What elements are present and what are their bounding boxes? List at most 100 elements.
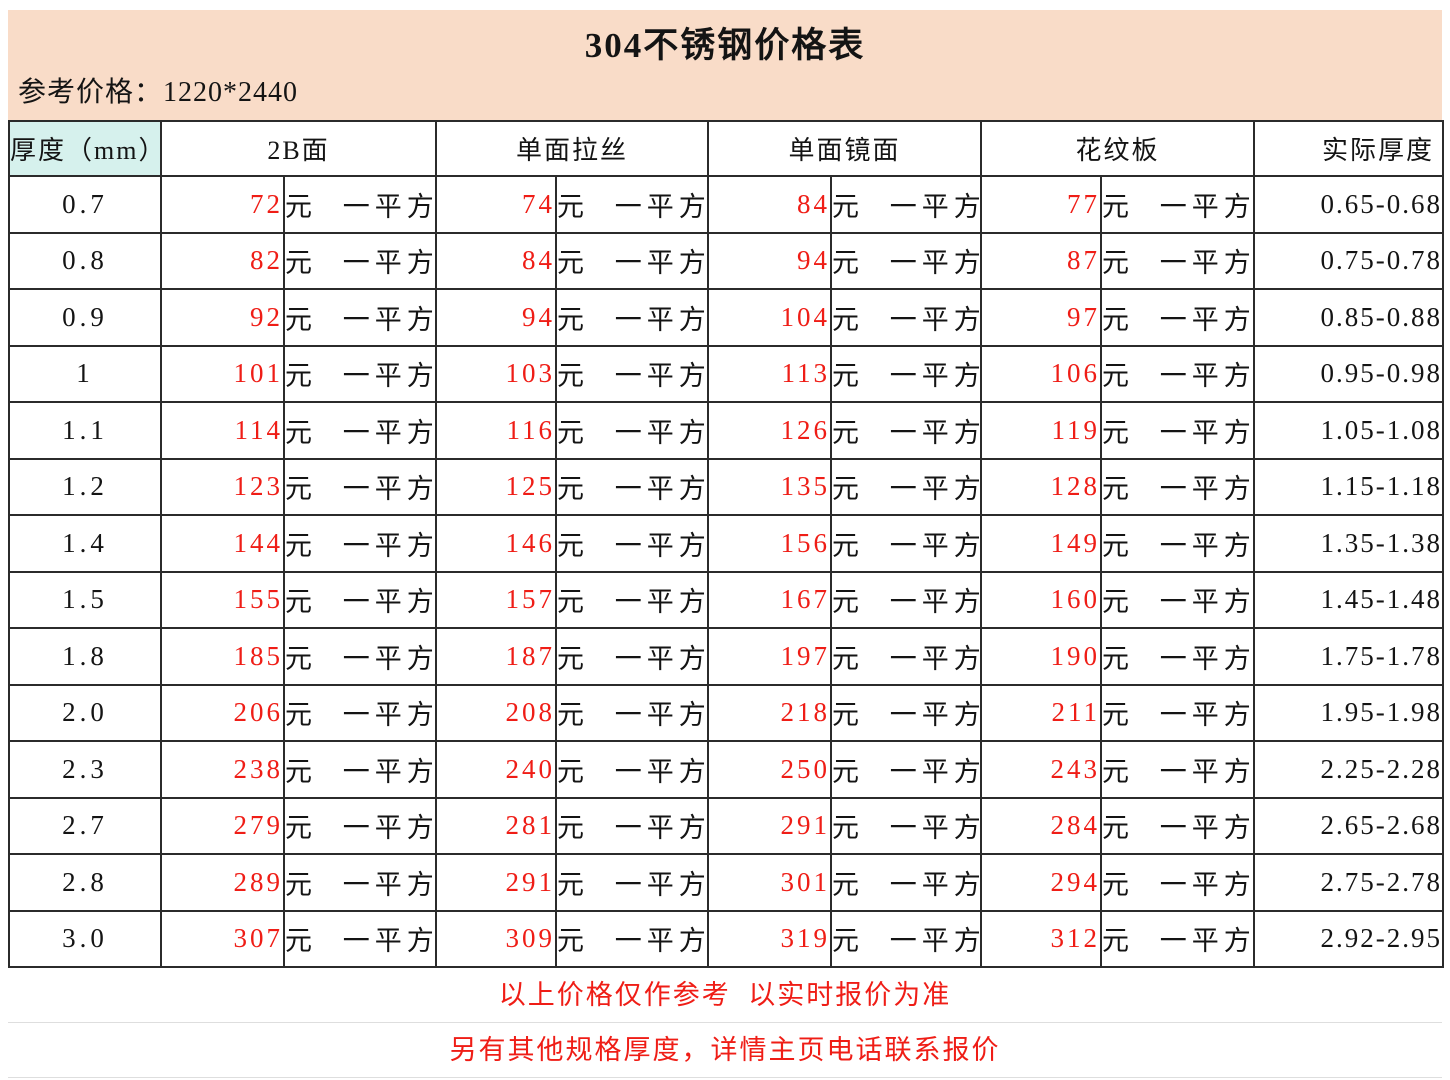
price-unit-label: 元 一平方 xyxy=(1100,514,1256,573)
price-unit-label: 元 一平方 xyxy=(1100,570,1256,629)
actual-thickness-cell: 1.95-1.98 xyxy=(1253,683,1445,742)
price-unit-label: 元 一平方 xyxy=(1100,344,1256,403)
footer-note-reference: 以上价格仅作参考 以实时报价为准 xyxy=(8,968,1442,1023)
price-unit-label: 元 一平方 xyxy=(830,740,983,799)
price-value: 167 xyxy=(707,570,833,629)
price-value: 309 xyxy=(435,909,557,968)
price-unit-label: 元 一平方 xyxy=(830,570,983,629)
price-unit-label: 元 一平方 xyxy=(830,288,983,347)
price-value: 84 xyxy=(435,231,557,290)
price-value: 307 xyxy=(160,909,285,968)
thickness-cell: 3.0 xyxy=(8,909,162,968)
price-unit-label: 元 一平方 xyxy=(554,231,710,290)
thickness-cell: 2.0 xyxy=(8,683,162,742)
price-value: 250 xyxy=(707,740,833,799)
price-value: 155 xyxy=(160,570,285,629)
price-unit-label: 元 一平方 xyxy=(554,570,710,629)
price-value: 82 xyxy=(160,231,285,290)
price-table: 厚度（mm） 2B面 单面拉丝 单面镜面 花纹板 实际厚度 0.7 72 元 一平方… xyxy=(8,120,1445,968)
price-value: 104 xyxy=(707,288,833,347)
price-unit-label: 元 一平方 xyxy=(283,344,437,403)
price-unit-label: 元 一平方 xyxy=(283,796,437,855)
price-value: 114 xyxy=(160,401,285,460)
price-value: 106 xyxy=(980,344,1103,403)
price-value: 238 xyxy=(160,740,285,799)
price-value: 128 xyxy=(980,457,1103,516)
price-value: 74 xyxy=(435,175,557,234)
col-header-patterned: 花纹板 xyxy=(980,120,1256,177)
price-value: 312 xyxy=(980,909,1103,968)
price-unit-label: 元 一平方 xyxy=(1100,457,1256,516)
price-unit-label: 元 一平方 xyxy=(830,344,983,403)
actual-thickness-cell: 0.85-0.88 xyxy=(1253,288,1445,347)
table-row: 1.1 114 元 一平方 116 元 一平方 126 元 一平方 119 元 一平方 1.05-… xyxy=(8,401,1445,460)
price-unit-label: 元 一平方 xyxy=(283,627,437,686)
price-value: 94 xyxy=(435,288,557,347)
price-value: 149 xyxy=(980,514,1103,573)
table-row: 2.8 289 元 一平方 291 元 一平方 301 元 一平方 294 元 一平方 2.75-… xyxy=(8,853,1445,912)
table-row: 3.0 307 元 一平方 309 元 一平方 319 元 一平方 312 元 一平方 2.92-… xyxy=(8,909,1445,968)
price-value: 97 xyxy=(980,288,1103,347)
actual-thickness-cell: 1.45-1.48 xyxy=(1253,570,1445,629)
price-value: 291 xyxy=(707,796,833,855)
actual-thickness-cell: 0.95-0.98 xyxy=(1253,344,1445,403)
actual-thickness-cell: 0.65-0.68 xyxy=(1253,175,1445,234)
price-value: 144 xyxy=(160,514,285,573)
header-banner: 304不锈钢价格表 参考价格：1220*2440 xyxy=(8,10,1442,120)
thickness-cell: 0.9 xyxy=(8,288,162,347)
price-value: 294 xyxy=(980,853,1103,912)
col-header-2b: 2B面 xyxy=(160,120,437,177)
price-value: 103 xyxy=(435,344,557,403)
reference-price-note: 参考价格：1220*2440 xyxy=(18,77,299,108)
table-row: 1.4 144 元 一平方 146 元 一平方 156 元 一平方 149 元 一平方 1.35-… xyxy=(8,514,1445,573)
price-unit-label: 元 一平方 xyxy=(554,457,710,516)
price-unit-label: 元 一平方 xyxy=(554,909,710,968)
price-unit-label: 元 一平方 xyxy=(554,514,710,573)
price-value: 123 xyxy=(160,457,285,516)
price-unit-label: 元 一平方 xyxy=(554,175,710,234)
thickness-cell: 1.4 xyxy=(8,514,162,573)
price-unit-label: 元 一平方 xyxy=(283,740,437,799)
price-value: 185 xyxy=(160,627,285,686)
page-title: 304不锈钢价格表 xyxy=(584,26,866,65)
price-unit-label: 元 一平方 xyxy=(1100,627,1256,686)
price-unit-label: 元 一平方 xyxy=(554,796,710,855)
price-value: 160 xyxy=(980,570,1103,629)
price-value: 125 xyxy=(435,457,557,516)
price-unit-label: 元 一平方 xyxy=(554,344,710,403)
price-unit-label: 元 一平方 xyxy=(830,401,983,460)
price-unit-label: 元 一平方 xyxy=(1100,401,1256,460)
price-unit-label: 元 一平方 xyxy=(283,288,437,347)
price-value: 116 xyxy=(435,401,557,460)
thickness-cell: 2.7 xyxy=(8,796,162,855)
price-value: 146 xyxy=(435,514,557,573)
table-row: 2.3 238 元 一平方 240 元 一平方 250 元 一平方 243 元 一平方 2.25-… xyxy=(8,740,1445,799)
price-value: 284 xyxy=(980,796,1103,855)
footer-note-contact: 另有其他规格厚度，详情主页电话联系报价 xyxy=(8,1023,1442,1078)
table-header-row: 厚度（mm） 2B面 单面拉丝 单面镜面 花纹板 实际厚度 xyxy=(8,120,1445,177)
price-value: 135 xyxy=(707,457,833,516)
price-value: 279 xyxy=(160,796,285,855)
price-value: 94 xyxy=(707,231,833,290)
price-value: 291 xyxy=(435,853,557,912)
actual-thickness-cell: 1.05-1.08 xyxy=(1253,401,1445,460)
actual-thickness-cell: 1.35-1.38 xyxy=(1253,514,1445,573)
price-value: 243 xyxy=(980,740,1103,799)
price-unit-label: 元 一平方 xyxy=(830,796,983,855)
price-value: 87 xyxy=(980,231,1103,290)
price-unit-label: 元 一平方 xyxy=(830,683,983,742)
price-unit-label: 元 一平方 xyxy=(283,401,437,460)
actual-thickness-cell: 1.75-1.78 xyxy=(1253,627,1445,686)
price-unit-label: 元 一平方 xyxy=(554,853,710,912)
table-row: 2.7 279 元 一平方 281 元 一平方 291 元 一平方 284 元 一平方 2.65-… xyxy=(8,796,1445,855)
table-row: 1.8 185 元 一平方 187 元 一平方 197 元 一平方 190 元 一平方 1.75-… xyxy=(8,627,1445,686)
price-value: 197 xyxy=(707,627,833,686)
price-unit-label: 元 一平方 xyxy=(1100,853,1256,912)
price-value: 72 xyxy=(160,175,285,234)
price-value: 92 xyxy=(160,288,285,347)
price-value: 156 xyxy=(707,514,833,573)
col-header-brushed: 单面拉丝 xyxy=(434,120,710,177)
price-unit-label: 元 一平方 xyxy=(830,627,983,686)
actual-thickness-cell: 0.75-0.78 xyxy=(1253,231,1445,290)
price-unit-label: 元 一平方 xyxy=(554,627,710,686)
